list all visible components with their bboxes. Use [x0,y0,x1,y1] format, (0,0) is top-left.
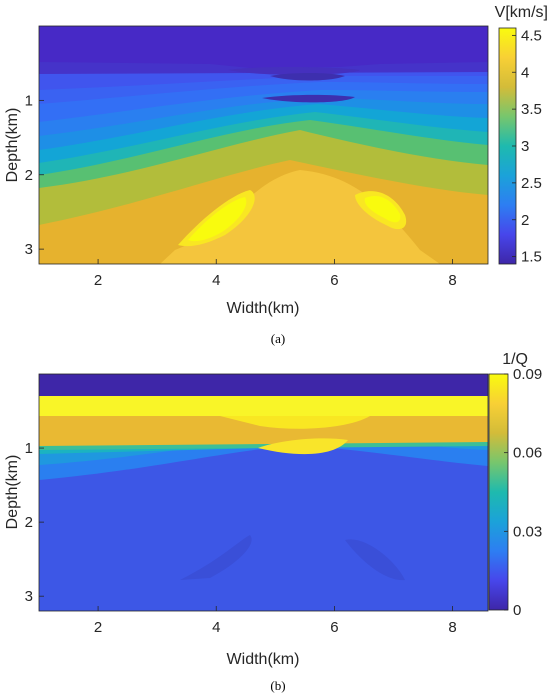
colorbar-tick-label: 4.5 [521,27,542,44]
y-tick-label: 3 [25,241,33,258]
x-ticks-b: 2 4 6 8 [94,606,457,636]
y-ticks-a: 1 2 3 [25,92,44,258]
y-axis-label-b: Depth(km) [4,455,21,530]
colorbar-tick-label: 0.03 [513,523,542,540]
panel-b: 2 4 6 8 1 2 3 Width(km) Depth(km) 0 0.03 0.06 0.… [4,351,542,693]
colorbar-tick-label: 2 [521,212,529,229]
colorbar-tick-label: 4 [521,64,529,81]
x-axis-label-b: Width(km) [227,651,300,668]
colorbar-tick-label: 2.5 [521,175,542,192]
axes-frame-b [38,373,489,612]
colorbar-b-gradient [488,373,509,611]
y-tick-label: 1 [25,440,33,457]
y-axis-label-a: Depth(km) [4,108,21,183]
x-tick-label: 2 [94,619,102,636]
colorbar-b: 0 0.03 0.06 0.09 1/Q [488,351,542,619]
y-ticks-b: 1 2 3 [25,440,44,605]
panel-a: 2 4 6 8 1 2 3 Width(km) Depth(km) 1.5 2 2.5 3 3.5… [4,4,548,346]
panel-a-label: (a) [271,331,285,346]
x-ticks-a: 2 4 6 8 [94,259,457,289]
colorbar-a-ticks: 1.5 2 2.5 3 3.5 4 4.5 [512,27,542,266]
y-tick-label: 2 [25,514,33,531]
x-tick-label: 4 [212,272,220,289]
colorbar-tick-label: 0 [513,602,521,619]
colorbar-tick-label: 0.06 [513,445,542,462]
y-tick-label: 1 [25,92,33,109]
colorbar-b-title: 1/Q [502,351,528,368]
colorbar-b-ticks: 0 0.03 0.06 0.09 [504,366,542,619]
x-tick-label: 2 [94,272,102,289]
colorbar-tick-label: 1.5 [521,249,542,266]
colorbar-a-title: V[km/s] [495,4,548,21]
panel-b-label: (b) [270,678,285,693]
axes-frame-a [38,25,489,265]
x-tick-label: 4 [212,619,220,636]
x-tick-label: 6 [330,272,338,289]
colorbar-a: 1.5 2 2.5 3 3.5 4 4.5 V[km/s] [495,4,548,266]
x-axis-label-a: Width(km) [227,300,300,317]
attenuation-field [39,374,488,611]
x-tick-label: 6 [330,619,338,636]
x-tick-label: 8 [448,272,456,289]
y-tick-label: 3 [25,588,33,605]
colorbar-tick-label: 3 [521,138,529,155]
colorbar-tick-label: 3.5 [521,101,542,118]
velocity-field [39,26,488,264]
colorbar-tick-label: 0.09 [513,366,542,383]
x-tick-label: 8 [448,619,456,636]
y-tick-label: 2 [25,167,33,184]
